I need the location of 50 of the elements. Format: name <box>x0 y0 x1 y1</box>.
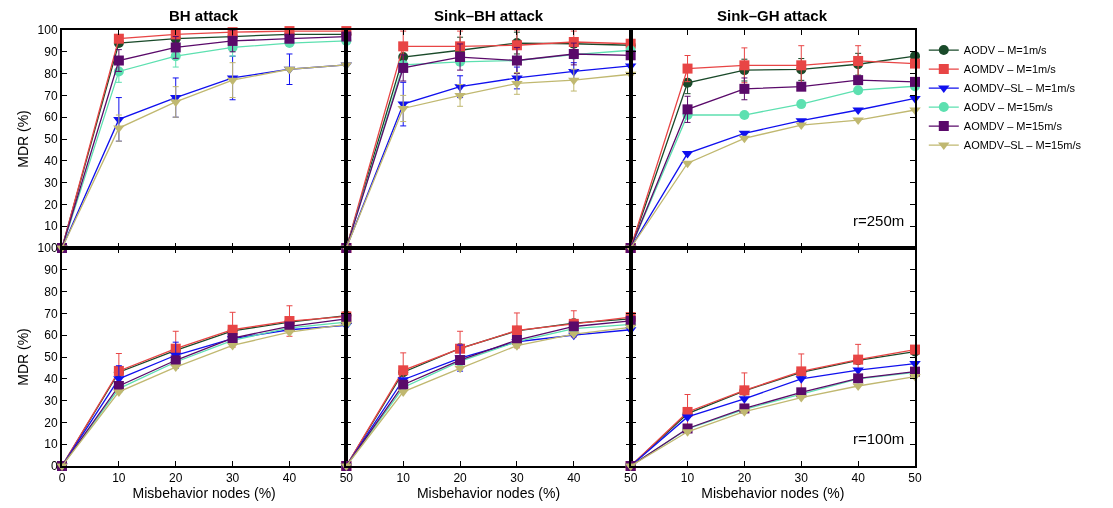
y-tick-label: 60 <box>44 328 58 343</box>
annotation: r=100m <box>853 430 905 447</box>
y-tick-label: 30 <box>44 393 58 408</box>
x-axis-title: Misbehavior nodes (%) <box>132 485 276 502</box>
legend-label: AOMDV – M=1m/s <box>963 63 1057 76</box>
x-tick-label: 40 <box>567 471 581 486</box>
y-tick-label: 70 <box>44 88 58 103</box>
x-tick-label: 30 <box>225 471 240 486</box>
x-tick-label: 40 <box>851 471 866 486</box>
x-tick-label: 50 <box>339 471 354 486</box>
y-tick-label: 20 <box>44 197 58 212</box>
x-axis-title: Misbehavior nodes (%) <box>416 485 561 502</box>
chart-title: Sink–BH attack <box>434 7 544 24</box>
y-tick-label: 90 <box>44 45 58 59</box>
y-tick-label: 30 <box>44 175 58 190</box>
y-tick-label: 90 <box>44 263 58 277</box>
x-tick-label: 50 <box>623 471 638 486</box>
chart-title: Sink–GH attack <box>717 7 828 24</box>
legend-label: AODV – M=1m/s <box>963 44 1048 57</box>
y-tick-label: 20 <box>44 415 58 430</box>
x-tick-label: 30 <box>510 471 524 486</box>
x-tick-label: 40 <box>282 471 297 486</box>
x-tick-label: 20 <box>737 471 752 486</box>
x-tick-label: 10 <box>680 471 695 486</box>
annotation: r=250m <box>853 212 905 229</box>
y-tick-label: 10 <box>44 437 58 452</box>
legend-label: AOMDV–SL – M=1m/s <box>963 82 1076 95</box>
y-tick-label: 70 <box>44 306 58 321</box>
x-tick-label: 50 <box>908 471 922 486</box>
x-tick-label: 10 <box>396 471 411 486</box>
x-tick-label: 20 <box>169 471 183 486</box>
y-tick-label: 80 <box>44 66 58 81</box>
y-axis-title: MDR (%) <box>14 328 31 386</box>
y-tick-label: 50 <box>44 132 58 147</box>
y-tick-label: 50 <box>44 350 58 365</box>
y-tick-label: 100 <box>37 23 58 38</box>
x-tick-label: 10 <box>112 471 126 486</box>
y-tick-label: 40 <box>44 154 58 168</box>
y-tick-label: 10 <box>44 219 58 234</box>
chart-title: BH attack <box>169 7 239 24</box>
x-tick-label: 20 <box>453 471 468 486</box>
legend-label: AOMDV–SL – M=15m/s <box>963 139 1082 152</box>
x-tick-label: 30 <box>794 471 809 486</box>
y-axis-title: MDR (%) <box>14 110 31 168</box>
y-tick-label: 60 <box>44 110 58 125</box>
x-axis-title: Misbehavior nodes (%) <box>701 485 845 502</box>
legend-label: AODV – M=15m/s <box>963 101 1054 114</box>
y-tick-label: 80 <box>44 284 58 299</box>
legend-label: AOMDV – M=15m/s <box>963 120 1063 133</box>
y-tick-label: 40 <box>44 372 58 386</box>
